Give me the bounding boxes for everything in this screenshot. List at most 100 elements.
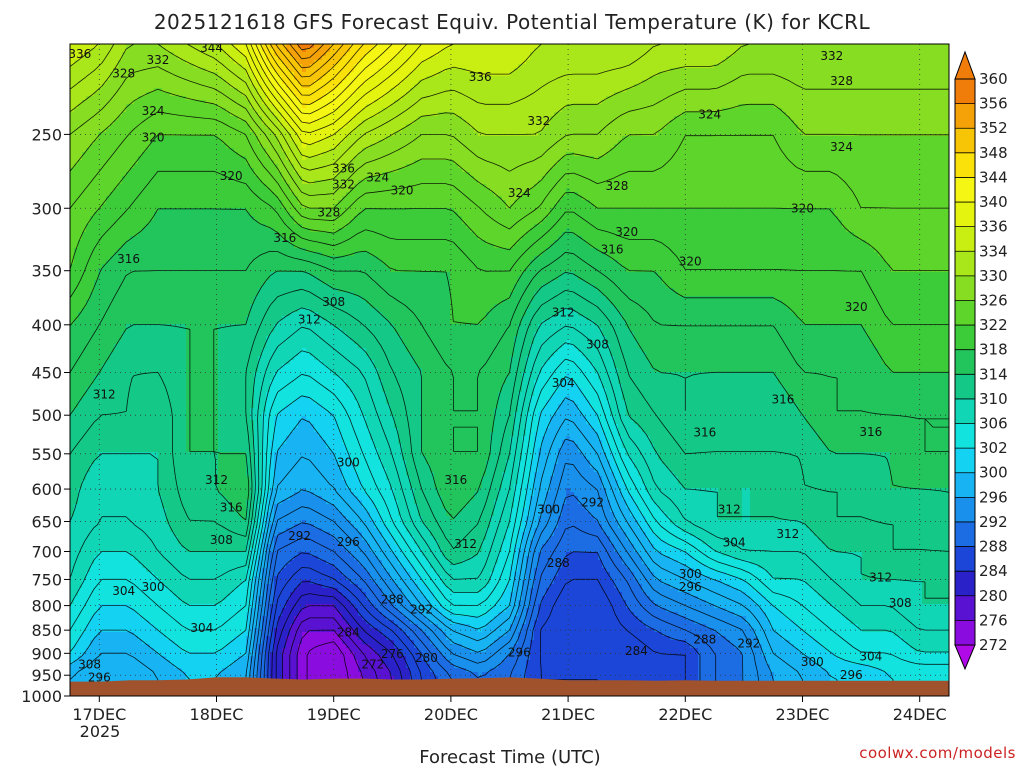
heat-cell <box>146 440 151 445</box>
heat-cell <box>150 628 155 633</box>
heat-cell <box>74 676 79 681</box>
heat-cell <box>190 196 195 201</box>
heat-cell <box>74 352 79 357</box>
heat-cell <box>130 280 135 285</box>
heat-cell <box>90 156 95 161</box>
heat-cell <box>182 156 187 161</box>
heat-cell <box>142 672 147 677</box>
heat-cell <box>154 420 159 425</box>
heat-cell <box>110 652 115 657</box>
heat-cell <box>98 120 103 125</box>
heat-cell <box>174 296 179 301</box>
heat-cell <box>150 284 155 289</box>
heat-cell <box>166 128 171 133</box>
heat-cell <box>78 480 83 485</box>
heat-cell <box>146 256 151 261</box>
heat-cell <box>102 252 107 257</box>
heat-cell <box>166 152 171 157</box>
heat-cell <box>130 524 135 529</box>
heat-cell <box>166 432 171 437</box>
heat-cell <box>190 224 195 229</box>
heat-cell <box>182 180 187 185</box>
heat-cell <box>74 260 79 265</box>
heat-cell <box>166 376 171 381</box>
heat-cell <box>110 648 115 653</box>
heat-cell <box>134 68 139 73</box>
heat-cell <box>126 196 131 201</box>
heat-cell <box>142 444 147 449</box>
heat-cell <box>74 392 79 397</box>
heat-cell <box>90 588 95 593</box>
heat-cell <box>138 632 143 637</box>
heat-cell <box>166 212 171 217</box>
heat-cell <box>114 676 119 681</box>
heat-cell <box>162 236 167 241</box>
heat-cell <box>150 244 155 249</box>
heat-cell <box>166 540 171 545</box>
heat-cell <box>78 532 83 537</box>
heat-cell <box>138 600 143 605</box>
heat-cell <box>70 664 75 669</box>
heat-cell <box>186 328 191 333</box>
heat-cell <box>122 556 127 561</box>
heat-cell <box>178 176 183 181</box>
heat-cell <box>126 604 131 609</box>
heat-cell <box>170 208 175 213</box>
heat-cell <box>138 676 143 681</box>
heat-cell <box>162 516 167 521</box>
heat-cell <box>90 556 95 561</box>
heat-cell <box>86 248 91 253</box>
heat-cell <box>166 620 171 625</box>
heat-cell <box>186 140 191 145</box>
heat-cell <box>118 116 123 121</box>
heat-cell <box>98 84 103 89</box>
heat-cell <box>146 656 151 661</box>
heat-cell <box>186 168 191 173</box>
heat-cell <box>102 176 107 181</box>
heat-cell <box>118 304 123 309</box>
heat-cell <box>98 552 103 557</box>
heat-cell <box>90 384 95 389</box>
heat-cell <box>138 96 143 101</box>
heat-cell <box>154 160 159 165</box>
heat-cell <box>174 128 179 133</box>
heat-cell <box>142 312 147 317</box>
heat-cell <box>186 476 191 481</box>
heat-cell <box>166 644 171 649</box>
heat-cell <box>174 568 179 573</box>
heat-cell <box>114 528 119 533</box>
heat-cell <box>158 488 163 493</box>
heat-cell <box>98 612 103 617</box>
heat-cell <box>142 408 147 413</box>
heat-cell <box>78 116 83 121</box>
heat-cell <box>138 464 143 469</box>
heat-cell <box>174 352 179 357</box>
heat-cell <box>118 496 123 501</box>
heat-cell <box>106 120 111 125</box>
heat-cell <box>94 532 99 537</box>
heat-cell <box>166 60 171 65</box>
heat-cell <box>162 424 167 429</box>
heat-cell <box>130 136 135 141</box>
heat-cell <box>158 564 163 569</box>
heat-cell <box>150 464 155 469</box>
heat-cell <box>98 432 103 437</box>
heat-cell <box>182 560 187 565</box>
heat-cell <box>82 372 87 377</box>
heat-cell <box>134 656 139 661</box>
heat-cell <box>102 496 107 501</box>
heat-cell <box>94 632 99 637</box>
heat-cell <box>182 340 187 345</box>
heat-cell <box>94 380 99 385</box>
heat-cell <box>90 140 95 145</box>
heat-cell <box>146 388 151 393</box>
heat-cell <box>114 624 119 629</box>
heat-cell <box>86 544 91 549</box>
heat-cell <box>130 464 135 469</box>
heat-cell <box>134 468 139 473</box>
heat-cell <box>134 84 139 89</box>
heat-cell <box>170 212 175 217</box>
heat-cell <box>134 556 139 561</box>
heat-cell <box>182 244 187 249</box>
heat-cell <box>146 400 151 405</box>
